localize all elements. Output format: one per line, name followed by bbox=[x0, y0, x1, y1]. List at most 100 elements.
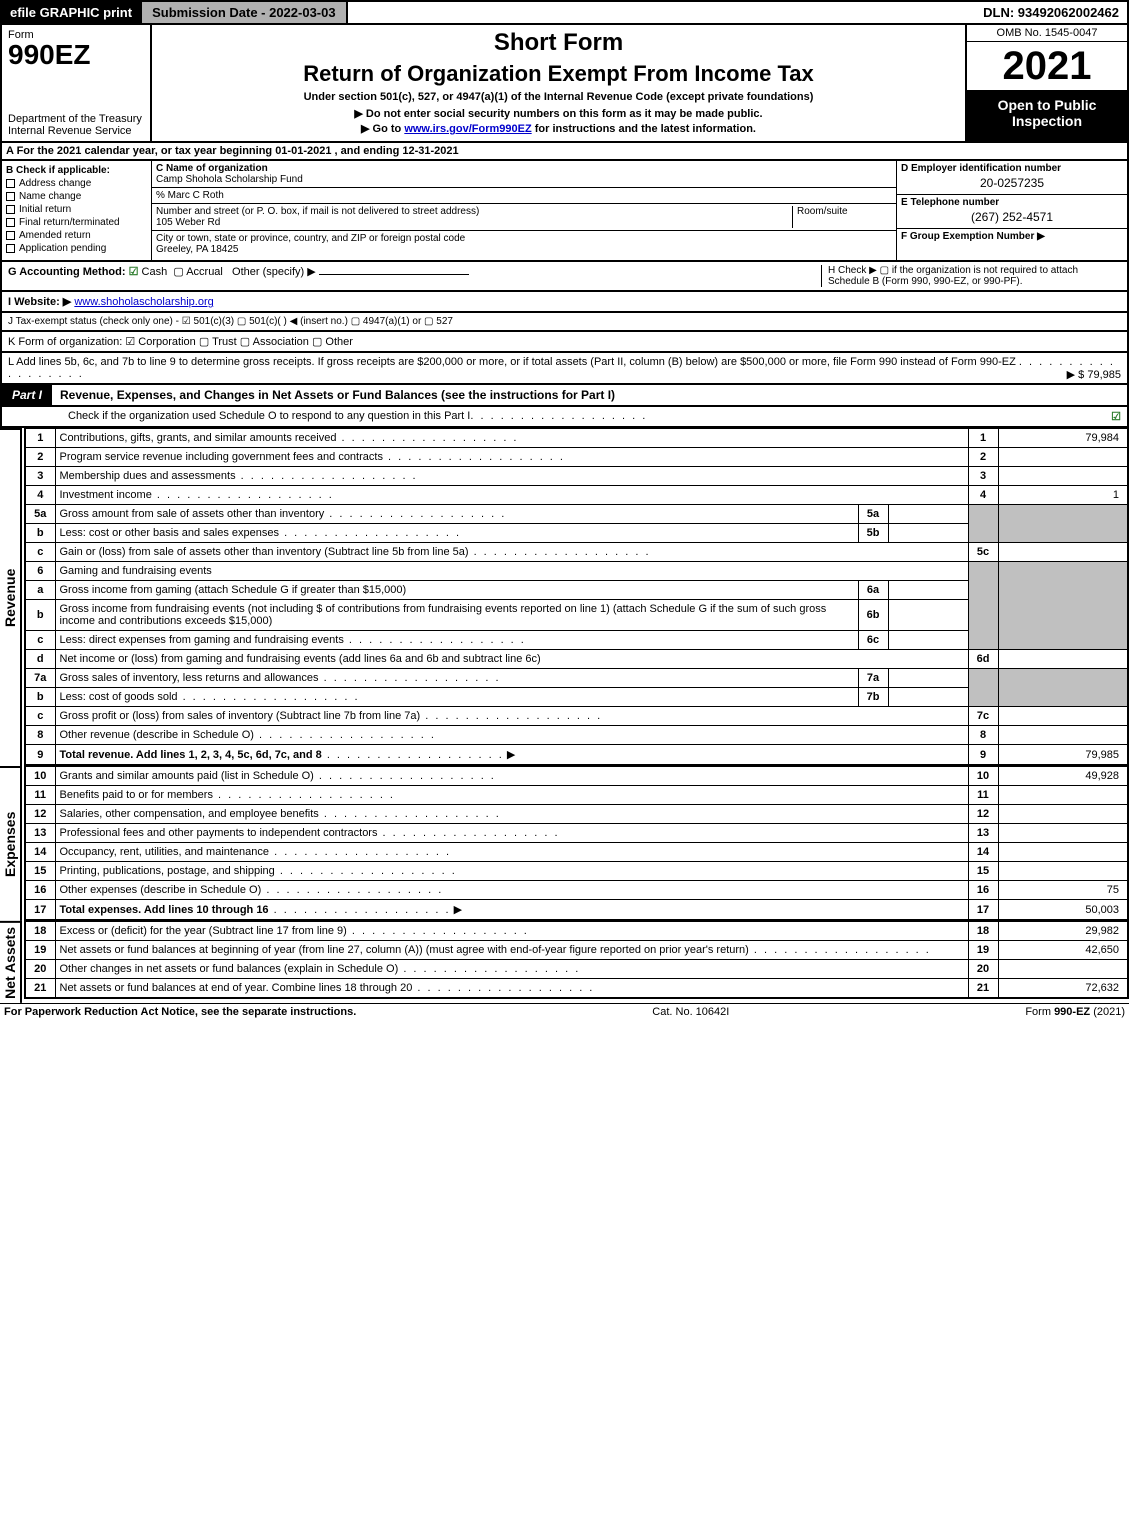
form-ref: Form 990-EZ (2021) bbox=[1025, 1006, 1125, 1018]
line-6b: b Gross income from fundraising events (… bbox=[25, 600, 1128, 631]
dln-number: DLN: 93492062002462 bbox=[975, 2, 1127, 23]
row-l: L Add lines 5b, 6c, and 7b to line 9 to … bbox=[0, 353, 1129, 385]
header-left: Form 990EZ Department of the Treasury In… bbox=[2, 25, 152, 141]
department-label: Department of the Treasury Internal Reve… bbox=[8, 113, 144, 137]
line-17-amount: 50,003 bbox=[998, 900, 1128, 921]
row-j: J Tax-exempt status (check only one) - ☑… bbox=[0, 313, 1129, 332]
line-6c: c Less: direct expenses from gaming and … bbox=[25, 631, 1128, 650]
city-state-zip: Greeley, PA 18425 bbox=[156, 244, 238, 255]
checkbox-amended[interactable]: Amended return bbox=[6, 230, 147, 241]
org-name: Camp Shohola Scholarship Fund bbox=[156, 174, 303, 185]
expenses-table: 10 Grants and similar amounts paid (list… bbox=[24, 766, 1129, 921]
top-bar: efile GRAPHIC print Submission Date - 20… bbox=[0, 0, 1129, 25]
line-21: 21 Net assets or fund balances at end of… bbox=[25, 979, 1128, 999]
line-13: 13 Professional fees and other payments … bbox=[25, 824, 1128, 843]
line-12: 12 Salaries, other compensation, and emp… bbox=[25, 805, 1128, 824]
return-title: Return of Organization Exempt From Incom… bbox=[160, 61, 957, 87]
group-exemption-label: F Group Exemption Number ▶ bbox=[901, 231, 1045, 242]
checkbox-address-change[interactable]: Address change bbox=[6, 178, 147, 189]
line-5c: c Gain or (loss) from sale of assets oth… bbox=[25, 543, 1128, 562]
line-6: 6 Gaming and fundraising events bbox=[25, 562, 1128, 581]
under-section-text: Under section 501(c), 527, or 4947(a)(1)… bbox=[160, 91, 957, 103]
line-15: 15 Printing, publications, postage, and … bbox=[25, 862, 1128, 881]
header-center: Short Form Return of Organization Exempt… bbox=[152, 25, 967, 141]
org-name-label: C Name of organization bbox=[156, 163, 268, 174]
city-label: City or town, state or province, country… bbox=[156, 233, 465, 244]
line-7b: b Less: cost of goods sold 7b bbox=[25, 688, 1128, 707]
line-1-amount: 79,984 bbox=[998, 429, 1128, 448]
part1-check-row: Check if the organization used Schedule … bbox=[0, 407, 1129, 428]
line-10: 10 Grants and similar amounts paid (list… bbox=[25, 767, 1128, 786]
website-link[interactable]: www.shoholascholarship.org bbox=[74, 296, 213, 308]
org-info-grid: B Check if applicable: Address change Na… bbox=[0, 161, 1129, 262]
checkbox-initial-return[interactable]: Initial return bbox=[6, 204, 147, 215]
ein-value: 20-0257235 bbox=[901, 174, 1123, 192]
section-h: H Check ▶ ▢ if the organization is not r… bbox=[821, 265, 1121, 287]
line-5a: 5a Gross amount from sale of assets othe… bbox=[25, 505, 1128, 524]
checkbox-name-change[interactable]: Name change bbox=[6, 191, 147, 202]
line-11: 11 Benefits paid to or for members 11 bbox=[25, 786, 1128, 805]
instruction-no-ssn: ▶ Do not enter social security numbers o… bbox=[160, 107, 957, 120]
care-of: % Marc C Roth bbox=[156, 190, 224, 201]
expenses-section: Expenses 10 Grants and similar amounts p… bbox=[0, 766, 1129, 921]
accounting-method-label: G Accounting Method: bbox=[8, 266, 126, 278]
omb-number: OMB No. 1545-0047 bbox=[967, 25, 1127, 42]
line-16-amount: 75 bbox=[998, 881, 1128, 900]
efile-label[interactable]: efile GRAPHIC print bbox=[2, 2, 140, 23]
check-icon: ☑ bbox=[129, 266, 139, 278]
line-21-amount: 72,632 bbox=[998, 979, 1128, 999]
line-6a: a Gross income from gaming (attach Sched… bbox=[25, 581, 1128, 600]
form-header: Form 990EZ Department of the Treasury In… bbox=[0, 25, 1129, 143]
section-b-label: B Check if applicable: bbox=[6, 165, 147, 176]
line-17: 17 Total expenses. Add lines 10 through … bbox=[25, 900, 1128, 921]
ein-label: D Employer identification number bbox=[901, 163, 1061, 174]
paperwork-notice: For Paperwork Reduction Act Notice, see … bbox=[4, 1006, 356, 1018]
street-label: Number and street (or P. O. box, if mail… bbox=[156, 206, 479, 217]
part1-title: Revenue, Expenses, and Changes in Net As… bbox=[52, 385, 623, 405]
accounting-accrual: Accrual bbox=[186, 266, 223, 278]
expenses-vertical-label: Expenses bbox=[0, 766, 22, 921]
revenue-section: Revenue 1 Contributions, gifts, grants, … bbox=[0, 428, 1129, 766]
section-c: C Name of organization Camp Shohola Scho… bbox=[152, 161, 897, 260]
header-right: OMB No. 1545-0047 2021 Open to Public In… bbox=[967, 25, 1127, 141]
row-l-text: L Add lines 5b, 6c, and 7b to line 9 to … bbox=[8, 356, 1016, 368]
phone-label: E Telephone number bbox=[901, 197, 999, 208]
submission-date: Submission Date - 2022-03-03 bbox=[140, 2, 348, 23]
instruction-goto: ▶ Go to www.irs.gov/Form990EZ for instru… bbox=[160, 122, 957, 135]
short-form-title: Short Form bbox=[160, 29, 957, 57]
line-10-amount: 49,928 bbox=[998, 767, 1128, 786]
line-7a: 7a Gross sales of inventory, less return… bbox=[25, 669, 1128, 688]
line-9-amount: 79,985 bbox=[998, 745, 1128, 766]
tax-year: 2021 bbox=[967, 42, 1127, 91]
website-label: I Website: ▶ bbox=[8, 296, 71, 308]
line-4-amount: 1 bbox=[998, 486, 1128, 505]
row-k: K Form of organization: ☑ Corporation ▢ … bbox=[0, 332, 1129, 353]
section-a-tax-year: A For the 2021 calendar year, or tax yea… bbox=[0, 143, 1129, 161]
line-8: 8 Other revenue (describe in Schedule O)… bbox=[25, 726, 1128, 745]
line-5b: b Less: cost or other basis and sales ex… bbox=[25, 524, 1128, 543]
accounting-cash: Cash bbox=[142, 266, 168, 278]
checkbox-final-return[interactable]: Final return/terminated bbox=[6, 217, 147, 228]
line-19: 19 Net assets or fund balances at beginn… bbox=[25, 941, 1128, 960]
line-3: 3 Membership dues and assessments 3 bbox=[25, 467, 1128, 486]
line-14: 14 Occupancy, rent, utilities, and maint… bbox=[25, 843, 1128, 862]
line-2: 2 Program service revenue including gove… bbox=[25, 448, 1128, 467]
section-def: D Employer identification number 20-0257… bbox=[897, 161, 1127, 260]
irs-link[interactable]: www.irs.gov/Form990EZ bbox=[404, 123, 531, 135]
line-19-amount: 42,650 bbox=[998, 941, 1128, 960]
row-i: I Website: ▶ www.shoholascholarship.org bbox=[0, 292, 1129, 313]
part1-check-text: Check if the organization used Schedule … bbox=[68, 410, 470, 423]
line-9: 9 Total revenue. Add lines 1, 2, 3, 4, 5… bbox=[25, 745, 1128, 766]
accounting-other: Other (specify) ▶ bbox=[232, 266, 316, 278]
checkbox-application-pending[interactable]: Application pending bbox=[6, 243, 147, 254]
row-gh: G Accounting Method: ☑ Cash ▢ Accrual Ot… bbox=[0, 262, 1129, 292]
part1-check-icon: ☑ bbox=[1111, 410, 1121, 423]
page-footer: For Paperwork Reduction Act Notice, see … bbox=[0, 1003, 1129, 1020]
net-assets-section: Net Assets 18 Excess or (deficit) for th… bbox=[0, 921, 1129, 1003]
instruction-suffix: for instructions and the latest informat… bbox=[535, 123, 756, 135]
instruction-prefix: ▶ Go to bbox=[361, 123, 404, 135]
street-address: 105 Weber Rd bbox=[156, 217, 220, 228]
line-7c: c Gross profit or (loss) from sales of i… bbox=[25, 707, 1128, 726]
form-number: 990EZ bbox=[8, 41, 144, 69]
revenue-vertical-label: Revenue bbox=[0, 428, 22, 766]
